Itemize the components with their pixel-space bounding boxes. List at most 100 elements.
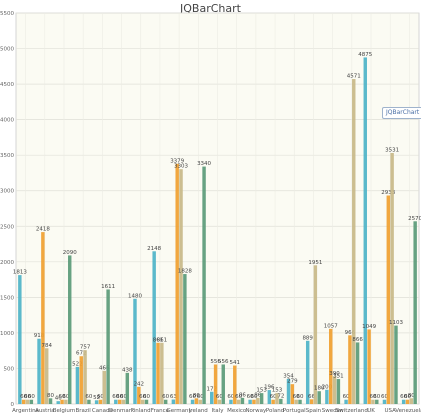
bar: [41, 232, 45, 404]
bar: [133, 298, 137, 404]
bar: [332, 376, 337, 404]
y-tick-label: 4500: [0, 82, 14, 88]
bar: [355, 342, 360, 404]
bar: [125, 372, 130, 404]
x-tick-label: Norway: [245, 408, 267, 414]
bar-value-label: 1049: [362, 324, 376, 330]
bar-value-label: 242: [134, 381, 145, 387]
bar-value-label: 60: [97, 394, 104, 400]
bar: [390, 152, 394, 404]
x-tick-label: UK: [367, 408, 375, 414]
bar: [371, 399, 375, 404]
bar-value-label: 60: [400, 394, 407, 400]
bar: [256, 397, 260, 404]
bar-value-label: 466: [99, 365, 110, 371]
bar-value-label: 60: [20, 394, 27, 400]
bar: [175, 163, 179, 404]
bar-value-label: 153: [256, 388, 267, 394]
bar: [190, 399, 195, 404]
bar: [94, 400, 99, 404]
bar-value-label: 4875: [358, 52, 372, 58]
bar-value-label: 80: [193, 393, 200, 399]
bar: [329, 328, 333, 404]
bar-value-label: 390: [329, 371, 340, 377]
x-tick-label: Austria: [35, 408, 54, 414]
bar-value-label: 60: [116, 394, 123, 400]
bar: [217, 399, 222, 404]
bar-value-label: 86: [239, 392, 246, 398]
bar: [386, 195, 391, 404]
bar-value-label: 52: [93, 395, 100, 401]
x-tick-label: Switzerland: [336, 408, 368, 414]
bar-value-label: 86: [254, 392, 261, 398]
bar-value-label: 1057: [324, 323, 338, 329]
bar: [29, 399, 34, 404]
x-tick-label: Poland: [266, 408, 284, 414]
bar-value-label: 2570: [408, 216, 421, 222]
bar-value-label: 2148: [147, 246, 161, 252]
bar: [87, 399, 91, 404]
bar: [68, 255, 72, 404]
bar: [259, 393, 264, 404]
bar: [163, 399, 168, 404]
bar: [375, 399, 379, 404]
x-tick-label: Ireland: [189, 408, 208, 414]
bar: [137, 386, 141, 404]
bar-value-label: 3531: [385, 147, 399, 153]
bar-value-label: 60: [293, 394, 300, 400]
bar: [75, 366, 80, 404]
bar-value-label: 60: [112, 394, 119, 400]
bar: [279, 398, 283, 404]
bar: [60, 399, 64, 404]
chart-tooltip: JQBarChart: [382, 107, 421, 119]
bar-value-label: 196: [264, 385, 275, 391]
bar: [286, 378, 291, 404]
y-tick-label: 1000: [0, 331, 14, 337]
bar: [240, 397, 245, 404]
bar-value-label: 3379: [170, 158, 184, 164]
x-tick-label: Spain: [306, 408, 322, 414]
bar: [401, 399, 406, 404]
bar: [140, 399, 145, 404]
bar-value-label: 60: [120, 394, 127, 400]
bar-value-label: 80: [408, 393, 415, 399]
bar-value-label: 4571: [347, 74, 361, 80]
bar: [114, 399, 118, 404]
x-tick-label: USA: [385, 408, 397, 414]
bar-value-label: 60: [162, 394, 169, 400]
bar: [290, 384, 295, 404]
x-tick-label: Belgium: [53, 408, 76, 414]
bar: [202, 166, 206, 404]
y-tick-label: 5000: [0, 47, 14, 53]
bar-value-label: 180: [314, 386, 325, 392]
bar: [294, 399, 298, 404]
y-tick-label: 500: [4, 366, 15, 372]
bar-value-label: 60: [139, 394, 146, 400]
bar: [213, 364, 218, 404]
bar-value-label: 1480: [128, 293, 142, 299]
bar: [348, 335, 352, 404]
bar-value-label: 1813: [13, 270, 27, 276]
y-tick-label: 5500: [0, 11, 14, 17]
y-tick-label: 2000: [0, 260, 14, 266]
bar: [179, 169, 183, 404]
bar-value-label: 60: [227, 394, 234, 400]
bar: [248, 399, 252, 404]
bar: [409, 398, 414, 404]
bar-value-label: 279: [287, 379, 298, 385]
bar: [313, 265, 318, 404]
bar-value-label: 522: [72, 361, 83, 367]
bar-value-label: 556: [218, 359, 229, 365]
y-tick-label: 4000: [0, 118, 14, 124]
bar: [106, 289, 110, 404]
bar: [298, 399, 302, 404]
bar: [37, 338, 41, 404]
bar-value-label: 172: [206, 386, 217, 392]
bar-value-label: 1611: [101, 284, 115, 290]
bar-value-label: 60: [381, 394, 388, 400]
x-tick-label: Portugal: [283, 408, 306, 414]
bar-value-label: 60: [404, 394, 411, 400]
bar-value-label: 889: [302, 335, 313, 341]
chart-title: JQBarChart: [180, 2, 241, 15]
